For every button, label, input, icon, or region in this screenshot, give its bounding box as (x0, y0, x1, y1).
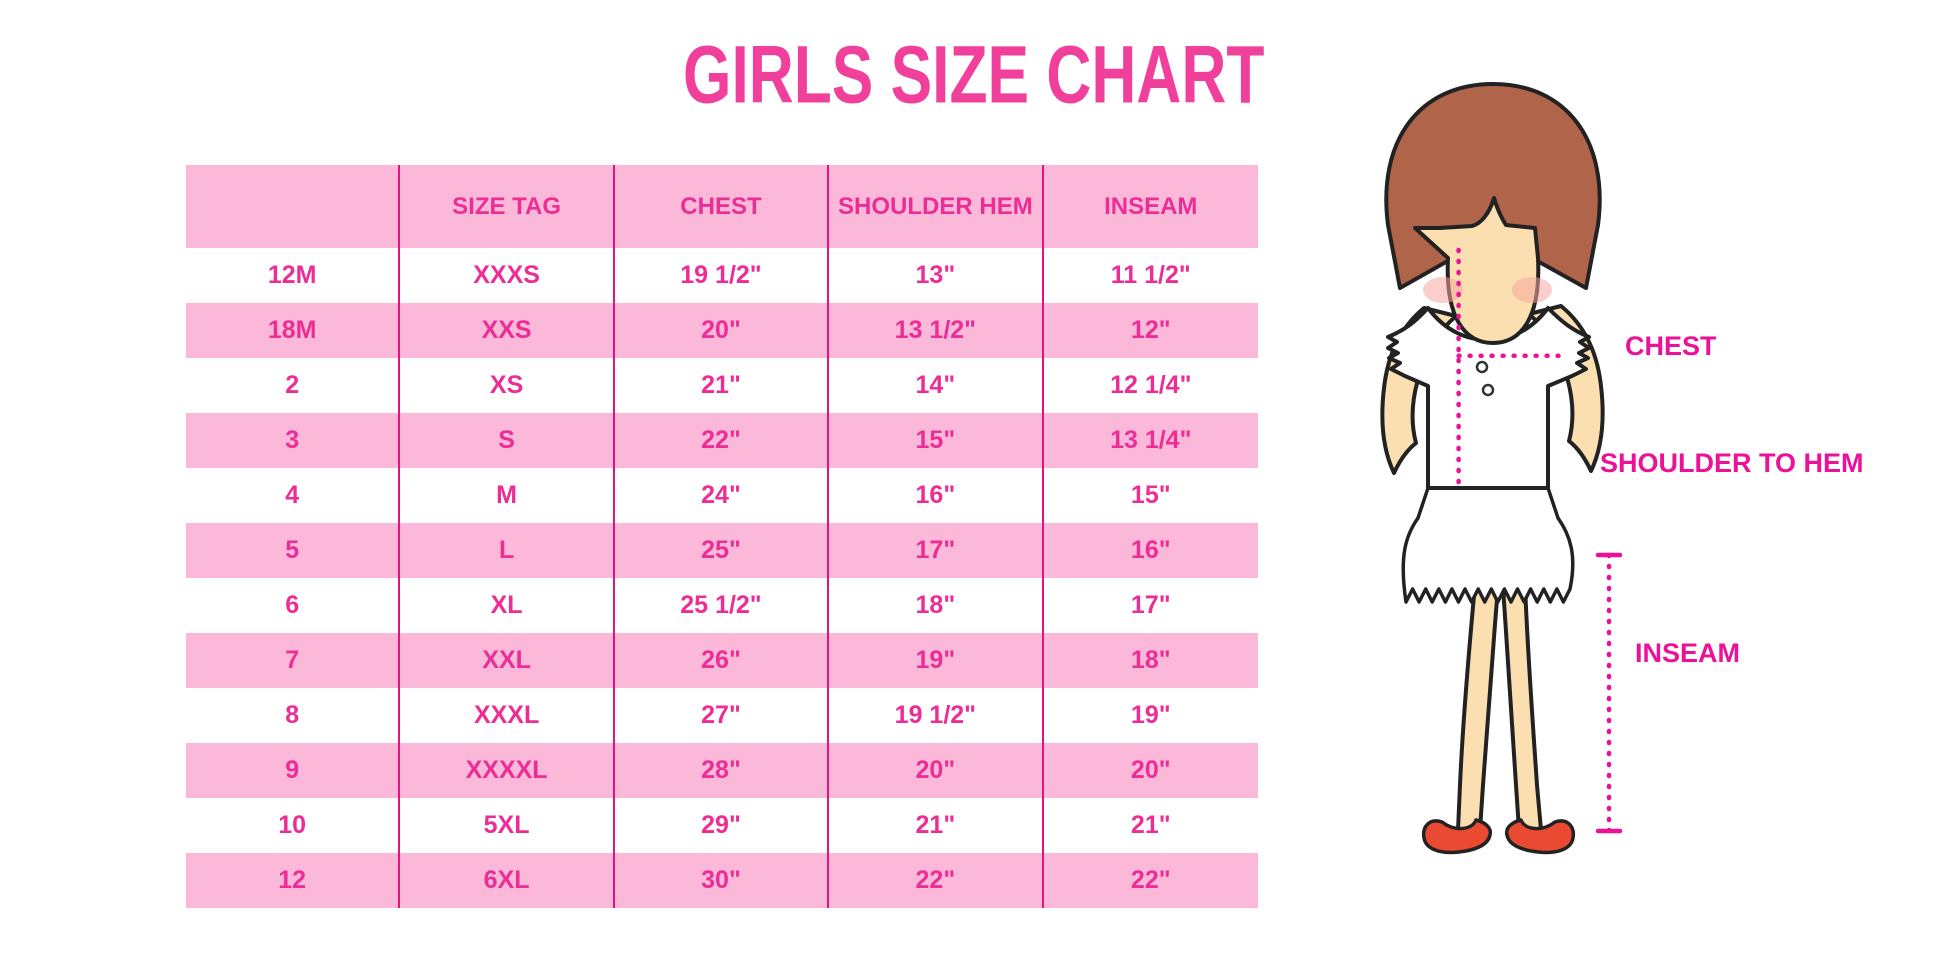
svg-text:SHOULDER TO HEM: SHOULDER TO HEM (1600, 448, 1864, 478)
svg-text:CHEST: CHEST (1625, 331, 1717, 361)
svg-text:INSEAM: INSEAM (1635, 638, 1740, 668)
